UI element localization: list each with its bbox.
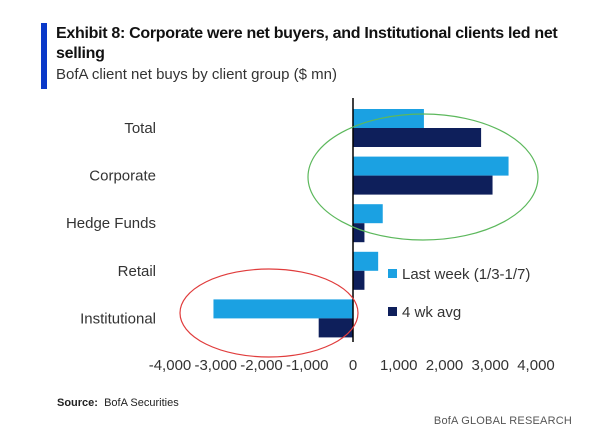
x-tick-label: 4,000 xyxy=(517,357,555,374)
x-tick-label: -3,000 xyxy=(194,357,237,374)
x-tick-label: -2,000 xyxy=(240,357,283,374)
chart-title: Exhibit 8: Corporate were net buyers, an… xyxy=(56,25,558,62)
footer-brand: BofA GLOBAL RESEARCH xyxy=(433,415,572,427)
bar-hedge-funds-last-week xyxy=(353,204,383,224)
bar-corporate-last-week xyxy=(353,156,509,176)
title-accent-bar xyxy=(41,23,47,89)
highlight-ellipse-red xyxy=(179,268,359,358)
source-note: Source: BofA Securities xyxy=(57,397,179,409)
bar-institutional-4wk-avg xyxy=(318,318,353,338)
category-label: Retail xyxy=(118,263,156,280)
legend-label: Last week (1/3-1/7) xyxy=(402,266,530,283)
legend-label: 4 wk avg xyxy=(402,304,461,321)
legend-swatch xyxy=(388,307,397,316)
highlight-ellipse-green xyxy=(307,113,539,241)
source-text: BofA Securities xyxy=(104,397,179,409)
bar-total-last-week xyxy=(353,109,424,128)
legend-swatch xyxy=(388,269,397,278)
x-tick-label: 1,000 xyxy=(380,357,418,374)
bar-retail-4wk-avg xyxy=(353,270,365,290)
bar-institutional-last-week xyxy=(213,299,353,319)
x-tick-label: -1,000 xyxy=(286,357,329,374)
x-tick-label: 3,000 xyxy=(471,357,509,374)
chart-subtitle: BofA client net buys by client group ($ … xyxy=(56,66,337,83)
x-tick-label: 0 xyxy=(349,357,357,374)
category-label: Total xyxy=(124,120,156,137)
bar-hedge-funds-4wk-avg xyxy=(353,223,365,243)
bar-corporate-4wk-avg xyxy=(353,175,493,195)
category-label: Institutional xyxy=(80,310,156,327)
source-label: Source: xyxy=(57,397,98,409)
bar-retail-last-week xyxy=(353,251,379,271)
category-label: Hedge Funds xyxy=(66,215,156,232)
x-tick-label: 2,000 xyxy=(426,357,464,374)
category-label: Corporate xyxy=(89,168,156,185)
x-tick-label: -4,000 xyxy=(149,357,192,374)
bar-total-4wk-avg xyxy=(353,128,482,147)
